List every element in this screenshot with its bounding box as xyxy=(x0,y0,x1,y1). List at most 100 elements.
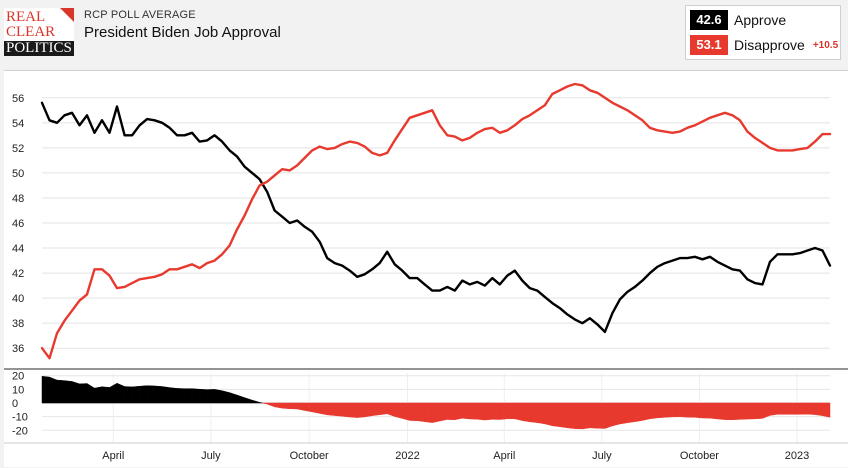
y-tick-label: 38 xyxy=(12,318,24,330)
spread-area-segment xyxy=(319,402,328,416)
y-tick-label: 50 xyxy=(12,168,24,180)
spread-area-segment xyxy=(386,402,395,417)
spread-area-segment xyxy=(356,402,365,418)
series-line-approve xyxy=(40,101,832,334)
spread-area-segment xyxy=(79,383,88,404)
x-axis-ticks: April July October 2022 April July October 2023 xyxy=(102,450,809,462)
spread-area-segment xyxy=(304,402,313,413)
spread-area-segment xyxy=(814,402,823,416)
spread-area-segment xyxy=(289,402,298,410)
spread-area-segment xyxy=(687,402,696,418)
spread-area-segment xyxy=(469,402,478,420)
spread-area-segment xyxy=(462,402,471,420)
spread-area-segment xyxy=(777,402,786,415)
spread-area-segment xyxy=(514,402,523,421)
spread-area-segment xyxy=(116,382,125,404)
approve-value-badge: 42.6 xyxy=(690,10,728,30)
spread-area-segment xyxy=(41,375,50,404)
spread-area-segment xyxy=(86,383,95,404)
spread-area-segment xyxy=(229,392,238,404)
spread-y-tick-label: 0 xyxy=(12,398,18,410)
spread-area-segment xyxy=(769,402,778,416)
spread-area-segment xyxy=(101,386,110,404)
series-lines xyxy=(40,82,832,360)
spread-value: +10.5 xyxy=(812,39,839,51)
spread-area-segment xyxy=(499,402,508,420)
spread-area-segment xyxy=(679,402,688,418)
spread-area-segment xyxy=(431,402,441,423)
spread-area-segment xyxy=(649,402,658,420)
spread-area-segment xyxy=(574,402,583,430)
spread-area-segment xyxy=(567,402,576,429)
x-tick-label: October xyxy=(290,450,329,462)
spread-area-segment xyxy=(657,402,666,419)
spread-area-segment xyxy=(717,402,726,420)
spread-y-tick-label: -20 xyxy=(12,425,28,437)
y-tick-label: 40 xyxy=(12,293,24,305)
header: REAL CLEAR POLITICS RCP POLL AVERAGE Pre… xyxy=(0,0,848,70)
series-line-disapprove xyxy=(40,82,832,360)
legend-item-disapprove[interactable]: 53.1 Disapprove +10.5 xyxy=(690,35,838,55)
spread-area-segment xyxy=(94,386,103,404)
spread-area-segment xyxy=(634,402,643,422)
spread-area-segment xyxy=(341,402,350,418)
spread-area-segment xyxy=(394,402,403,419)
spread-area-segment xyxy=(311,402,320,414)
spread-area-segment xyxy=(416,402,425,422)
spread-area-segment xyxy=(214,389,223,404)
spread-area-segment xyxy=(244,397,253,404)
spread-area-segment xyxy=(364,402,373,418)
x-tick-label: July xyxy=(201,450,221,462)
spread-area-segment xyxy=(236,394,245,404)
spread-area-segment xyxy=(64,380,73,404)
y-tick-label: 36 xyxy=(12,343,24,355)
spread-area-segment xyxy=(274,402,283,409)
spread-area-segment xyxy=(642,402,651,421)
logo-line-2: CLEAR xyxy=(6,24,56,40)
spread-area-segment xyxy=(739,402,748,420)
spread-area-segment xyxy=(199,388,208,404)
spread-area-segment xyxy=(694,402,703,419)
legend-item-approve[interactable]: 42.6 Approve xyxy=(690,10,786,30)
spread-area-segment xyxy=(664,402,673,418)
spread-area-segment xyxy=(379,402,388,416)
rcp-logo[interactable]: REAL CLEAR POLITICS xyxy=(4,8,74,56)
spread-area-segment xyxy=(371,402,380,416)
spread-area-segment xyxy=(154,385,163,404)
spread-area-segment xyxy=(266,402,275,408)
x-tick-label: 2022 xyxy=(395,450,419,462)
spread-area-segment xyxy=(259,402,263,404)
y-tick-label: 54 xyxy=(12,118,24,130)
spread-area-segment xyxy=(477,402,486,421)
spread-area-segment xyxy=(221,390,230,404)
y-tick-label: 42 xyxy=(12,268,24,280)
y-tick-label: 56 xyxy=(12,93,24,105)
spread-area-segment xyxy=(349,402,358,418)
spread-y-tick-label: 10 xyxy=(12,384,24,396)
spread-area-segment xyxy=(262,402,268,405)
spread-area-segment xyxy=(507,402,516,420)
spread-area-segment xyxy=(206,389,215,404)
spread-area-segment xyxy=(56,379,65,404)
chart-title: President Biden Job Approval xyxy=(84,24,281,41)
disapprove-value-badge: 53.1 xyxy=(690,35,728,55)
spread-area-segment xyxy=(176,388,185,404)
y-tick-label: 52 xyxy=(12,143,24,155)
spread-area-segment xyxy=(792,402,801,415)
spread-panel xyxy=(41,375,831,430)
spread-area-segment xyxy=(454,402,463,421)
logo-corner-shape xyxy=(60,8,74,22)
spread-area-segment xyxy=(597,402,606,429)
spread-area-segment xyxy=(139,385,148,404)
spread-area-segment xyxy=(251,399,260,404)
spread-area-segment xyxy=(492,402,501,420)
grid xyxy=(4,97,848,444)
spread-area-segment xyxy=(559,402,568,429)
spread-area-segment xyxy=(732,402,741,421)
spread-area-segment xyxy=(124,386,133,404)
spread-area-segment xyxy=(709,402,718,420)
spread-area-segment xyxy=(191,388,200,404)
x-tick-label: July xyxy=(592,450,612,462)
spread-area-segment xyxy=(619,402,628,425)
